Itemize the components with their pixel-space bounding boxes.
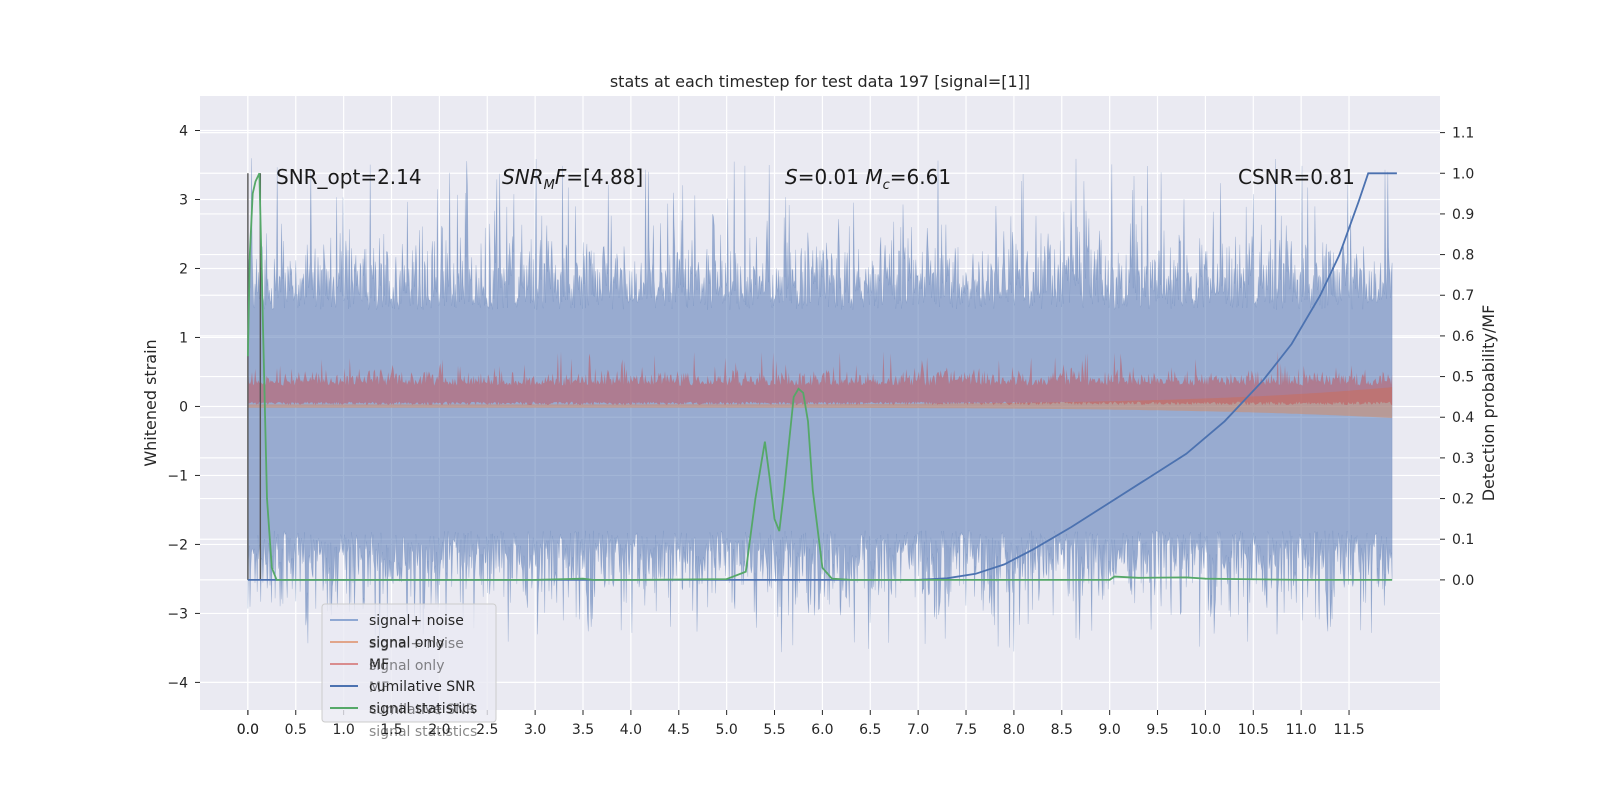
x-tick-label: 5.5 <box>763 722 785 738</box>
y-right-tick-label: 0.0 <box>1452 573 1474 589</box>
y-right-tick-label: 0.2 <box>1452 492 1474 508</box>
annotation-csnr: CSNR=0.81 <box>1238 165 1355 189</box>
legend-ghost-label: signal+ noise <box>369 636 464 652</box>
legend-ghost-label: signal statistics <box>369 724 477 740</box>
x-tick-label: 4.0 <box>620 722 642 738</box>
y-right-tick-label: 0.4 <box>1452 410 1474 426</box>
x-tick-label: 0.5 <box>285 722 307 738</box>
x-tick-label: 5.0 <box>716 722 738 738</box>
legend-label: signal only <box>369 635 444 651</box>
legend-label: signal statistics <box>369 701 477 717</box>
x-tick-label: 6.5 <box>859 722 881 738</box>
axis-ticks: 0.0 0.0 0.5 1.0 1.5 2.0 2.5 3.0 3.5 4.0 4.5 5.0 5.5 6… <box>167 123 1474 738</box>
mf-band <box>247 351 1393 406</box>
y-right-tick-label: 0.7 <box>1452 288 1474 304</box>
x-tick-label: 6.0 <box>811 722 833 738</box>
y-right-tick-label: 1.0 <box>1452 166 1474 182</box>
y-tick-label: 4 <box>179 123 188 139</box>
legend-ghost-label: cumilative SNR <box>369 702 476 718</box>
y-tick-label: −2 <box>167 537 188 553</box>
x-tick-label: 7.0 <box>907 722 929 738</box>
x-tick-label: 0.0 <box>237 722 259 738</box>
y-tick-label: 3 <box>179 192 188 208</box>
y-right-tick-label: 0.1 <box>1452 532 1474 548</box>
chart-title: stats at each timestep for test data 197… <box>610 72 1030 91</box>
x-tick-label: 4.5 <box>668 722 690 738</box>
x-tick-label: 1.5 <box>380 722 402 738</box>
legend-ghost-label: MF <box>369 680 389 696</box>
x-tick-label: 9.0 <box>1099 722 1121 738</box>
y-tick-label: −1 <box>167 468 188 484</box>
x-tick-label: 3.5 <box>572 722 594 738</box>
y-tick-label: 1 <box>179 330 188 346</box>
x-tick-label: 10.5 <box>1238 722 1269 738</box>
series-line-cumilative-SNR <box>247 172 1397 581</box>
legend-label: cumilative SNR <box>369 679 476 695</box>
y-right-tick-label: 0.8 <box>1452 248 1474 264</box>
legend-label: MF <box>369 657 389 673</box>
x-tick-label: 2.0 <box>428 722 450 738</box>
x-tick-label: 11.5 <box>1333 722 1364 738</box>
y-tick-label: 2 <box>179 261 188 277</box>
x-tick-label: 9.5 <box>1146 722 1168 738</box>
data-lines <box>247 172 1397 581</box>
x-tick-label: 7.5 <box>955 722 977 738</box>
x-tick-label: 8.0 <box>1003 722 1025 738</box>
y-axis-label-right: Detection probability/MF <box>1479 305 1498 502</box>
annotation-s-mc: S=0.01 Mc=6.61 <box>785 165 951 193</box>
y-tick-label: −3 <box>167 606 188 622</box>
y-right-tick-label: 1.1 <box>1452 126 1474 142</box>
x-tick-label: 1.0 <box>332 722 354 738</box>
y-tick-label: 0 <box>179 399 188 415</box>
legend-ghost-label: signal only <box>369 658 444 674</box>
annotation-snr-opt: SNR_opt=2.14 <box>276 165 422 189</box>
x-tick-label: 3.0 <box>524 722 546 738</box>
x-tick-label: 11.0 <box>1286 722 1317 738</box>
y-right-tick-label: 0.3 <box>1452 451 1474 467</box>
x-tick-label: 0.0 <box>237 722 259 738</box>
x-tick-label: 10.0 <box>1190 722 1221 738</box>
y-right-tick-label: 0.5 <box>1452 370 1474 386</box>
x-tick-label: 8.5 <box>1051 722 1073 738</box>
legend-box <box>321 603 497 723</box>
y-right-tick-label: 0.6 <box>1452 329 1474 345</box>
y-right-tick-label: 0.9 <box>1452 207 1474 223</box>
series-line-signal-statistics <box>247 172 1393 581</box>
y-tick-label: −4 <box>167 675 188 691</box>
x-tick-label: 2.5 <box>476 722 498 738</box>
legend-label: signal+ noise <box>369 613 464 629</box>
y-axis-label-left: Whitened strain <box>141 339 160 466</box>
annotation-snr-mf: SNRMF=[4.88] <box>502 165 643 193</box>
